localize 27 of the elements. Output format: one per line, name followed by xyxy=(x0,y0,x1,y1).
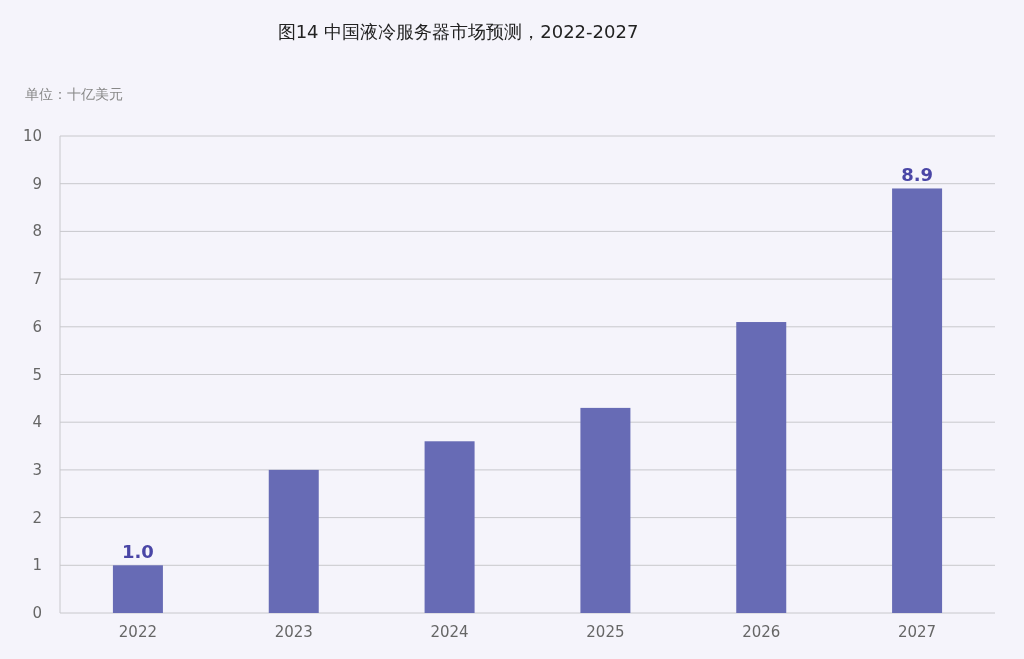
bar xyxy=(112,565,163,613)
y-tick-label: 5 xyxy=(32,365,42,384)
y-tick-label: 1 xyxy=(32,556,42,575)
y-tick-label: 2 xyxy=(32,508,42,527)
y-tick-label: 10 xyxy=(22,127,42,145)
data-label: 8.9 xyxy=(901,164,934,186)
y-tick-label: 3 xyxy=(32,460,42,479)
y-tick-label: 7 xyxy=(32,270,42,289)
x-tick-label: 2027 xyxy=(897,623,937,641)
bar xyxy=(892,188,943,613)
y-tick-label: 0 xyxy=(32,604,42,622)
x-tick-label: 2026 xyxy=(742,623,781,641)
x-tick-label: 2025 xyxy=(586,623,625,641)
data-label: 1.0 xyxy=(121,541,154,563)
y-tick-label: 8 xyxy=(32,222,42,241)
chart-title: 图14 中国液冷服务器市场预测，2022-2027 xyxy=(277,21,639,42)
bar xyxy=(580,407,631,613)
x-tick-label: 2023 xyxy=(274,623,313,641)
bar xyxy=(424,441,475,613)
y-tick-label: 6 xyxy=(32,317,42,336)
bar xyxy=(268,469,319,613)
y-axis-title: 单位：十亿美元 xyxy=(25,86,123,102)
y-tick-label: 9 xyxy=(32,174,42,193)
y-tick-label: 4 xyxy=(32,413,42,432)
x-tick-label: 2022 xyxy=(118,623,158,641)
bar xyxy=(736,322,787,613)
x-tick-label: 2024 xyxy=(430,623,469,641)
